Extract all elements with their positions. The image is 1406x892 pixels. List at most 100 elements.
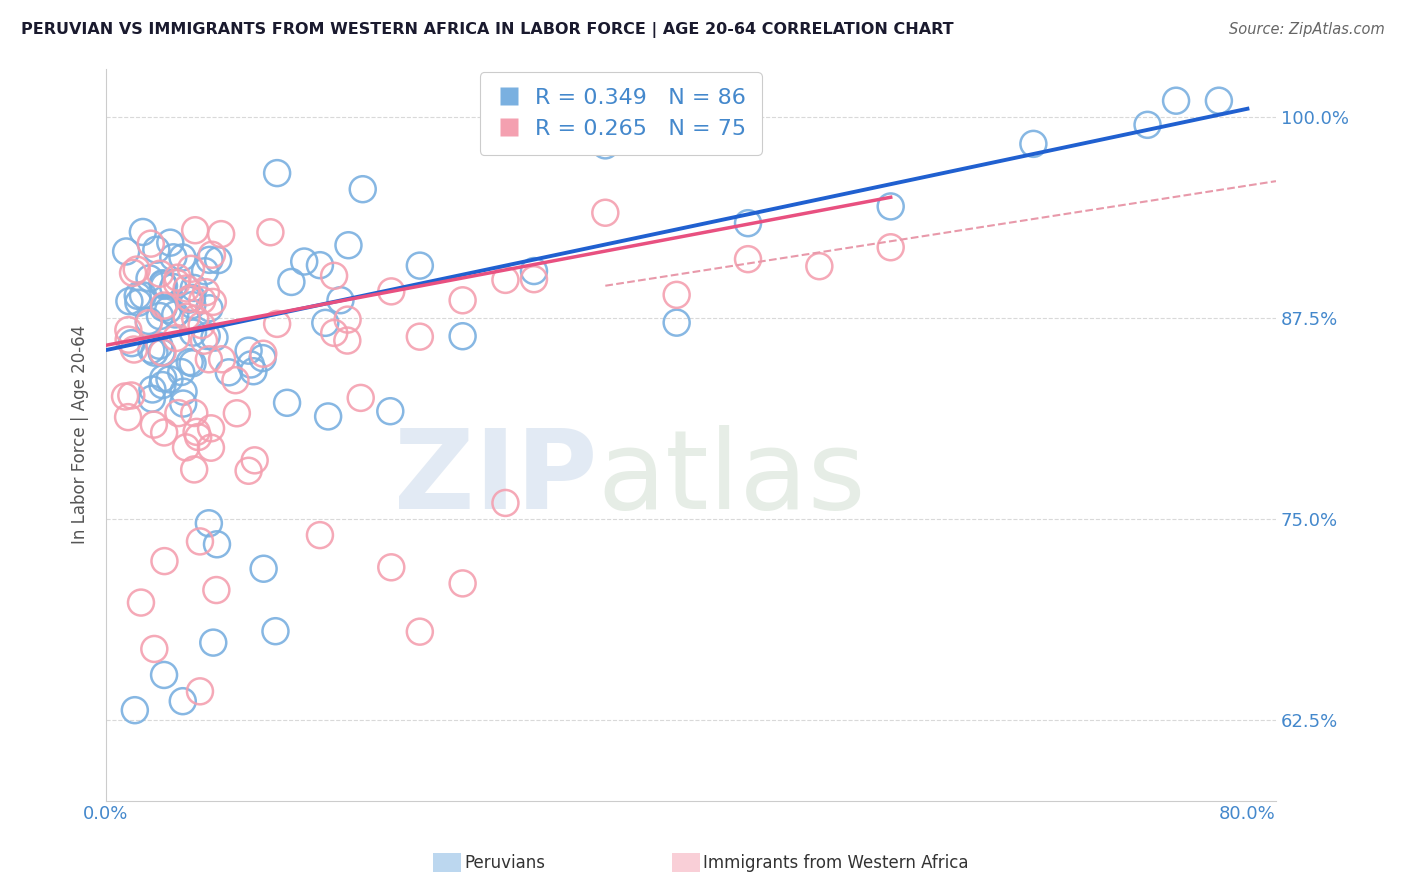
Point [665, 288, 688, 302]
Point [174, 441, 197, 455]
Point [183, 406, 205, 420]
Text: Immigrants from Western Africa: Immigrants from Western Africa [703, 854, 969, 871]
Point [238, 343, 260, 358]
Point [142, 417, 165, 432]
Point [1164, 94, 1187, 108]
Point [595, 206, 617, 220]
Point [253, 562, 276, 576]
Point [380, 285, 402, 299]
Point [264, 624, 287, 639]
Point [737, 216, 759, 230]
Point [494, 496, 516, 510]
Point [252, 347, 274, 361]
Point [184, 311, 207, 326]
Point [117, 410, 139, 425]
Point [176, 281, 198, 295]
Point [118, 333, 141, 347]
Point [141, 383, 163, 397]
Point [141, 343, 163, 357]
Point [152, 301, 174, 315]
Point [198, 252, 221, 267]
Point [186, 425, 208, 439]
Point [314, 316, 336, 330]
Point [173, 384, 195, 399]
Point [195, 285, 218, 300]
Point [239, 358, 262, 372]
Point [204, 330, 226, 344]
Point [122, 343, 145, 357]
Point [152, 277, 174, 291]
Point [150, 345, 173, 359]
Point [143, 345, 166, 359]
Point [181, 298, 204, 312]
Point [194, 264, 217, 278]
Point [205, 537, 228, 551]
Point [1022, 136, 1045, 151]
Point [337, 238, 360, 252]
Point [336, 334, 359, 348]
Point [152, 371, 174, 385]
Point [183, 281, 205, 295]
Point [148, 339, 170, 353]
Text: atlas: atlas [598, 425, 866, 532]
Point [1208, 94, 1230, 108]
Point [132, 225, 155, 239]
Point [243, 453, 266, 467]
Point [125, 262, 148, 277]
Point [184, 223, 207, 237]
Point [127, 295, 149, 310]
Point [879, 240, 901, 254]
Point [201, 294, 224, 309]
Point [409, 259, 432, 273]
Point [808, 259, 831, 273]
Point [153, 554, 176, 568]
Point [166, 270, 188, 285]
Point [494, 273, 516, 287]
Point [198, 352, 221, 367]
Point [200, 441, 222, 455]
Point [121, 336, 143, 351]
Point [162, 280, 184, 294]
Point [451, 329, 474, 343]
Point [145, 243, 167, 257]
Point [409, 329, 432, 343]
Point [252, 351, 274, 365]
Point [242, 364, 264, 378]
Point [737, 252, 759, 267]
Point [114, 389, 136, 403]
Point [152, 345, 174, 359]
Point [152, 378, 174, 392]
Point [149, 267, 172, 281]
Legend: R = 0.349   N = 86, R = 0.265   N = 75: R = 0.349 N = 86, R = 0.265 N = 75 [479, 72, 762, 154]
Point [172, 251, 194, 265]
Point [879, 199, 901, 213]
Point [152, 277, 174, 291]
Point [139, 236, 162, 251]
Point [124, 703, 146, 717]
Point [451, 293, 474, 308]
Point [266, 317, 288, 331]
Point [153, 278, 176, 293]
Point [172, 396, 194, 410]
Point [266, 166, 288, 180]
Point [200, 421, 222, 435]
Point [292, 254, 315, 268]
Point [153, 425, 176, 440]
Point [170, 365, 193, 379]
Point [188, 534, 211, 549]
Point [409, 624, 432, 639]
Point [138, 271, 160, 285]
Point [523, 272, 546, 286]
Point [198, 301, 221, 316]
Point [153, 668, 176, 682]
Point [129, 596, 152, 610]
Point [380, 404, 402, 418]
Point [183, 462, 205, 476]
Point [181, 291, 204, 305]
Y-axis label: In Labor Force | Age 20-64: In Labor Force | Age 20-64 [72, 325, 89, 544]
Point [120, 388, 142, 402]
Point [181, 326, 204, 340]
Point [323, 268, 346, 283]
Point [205, 582, 228, 597]
Text: Source: ZipAtlas.com: Source: ZipAtlas.com [1229, 22, 1385, 37]
